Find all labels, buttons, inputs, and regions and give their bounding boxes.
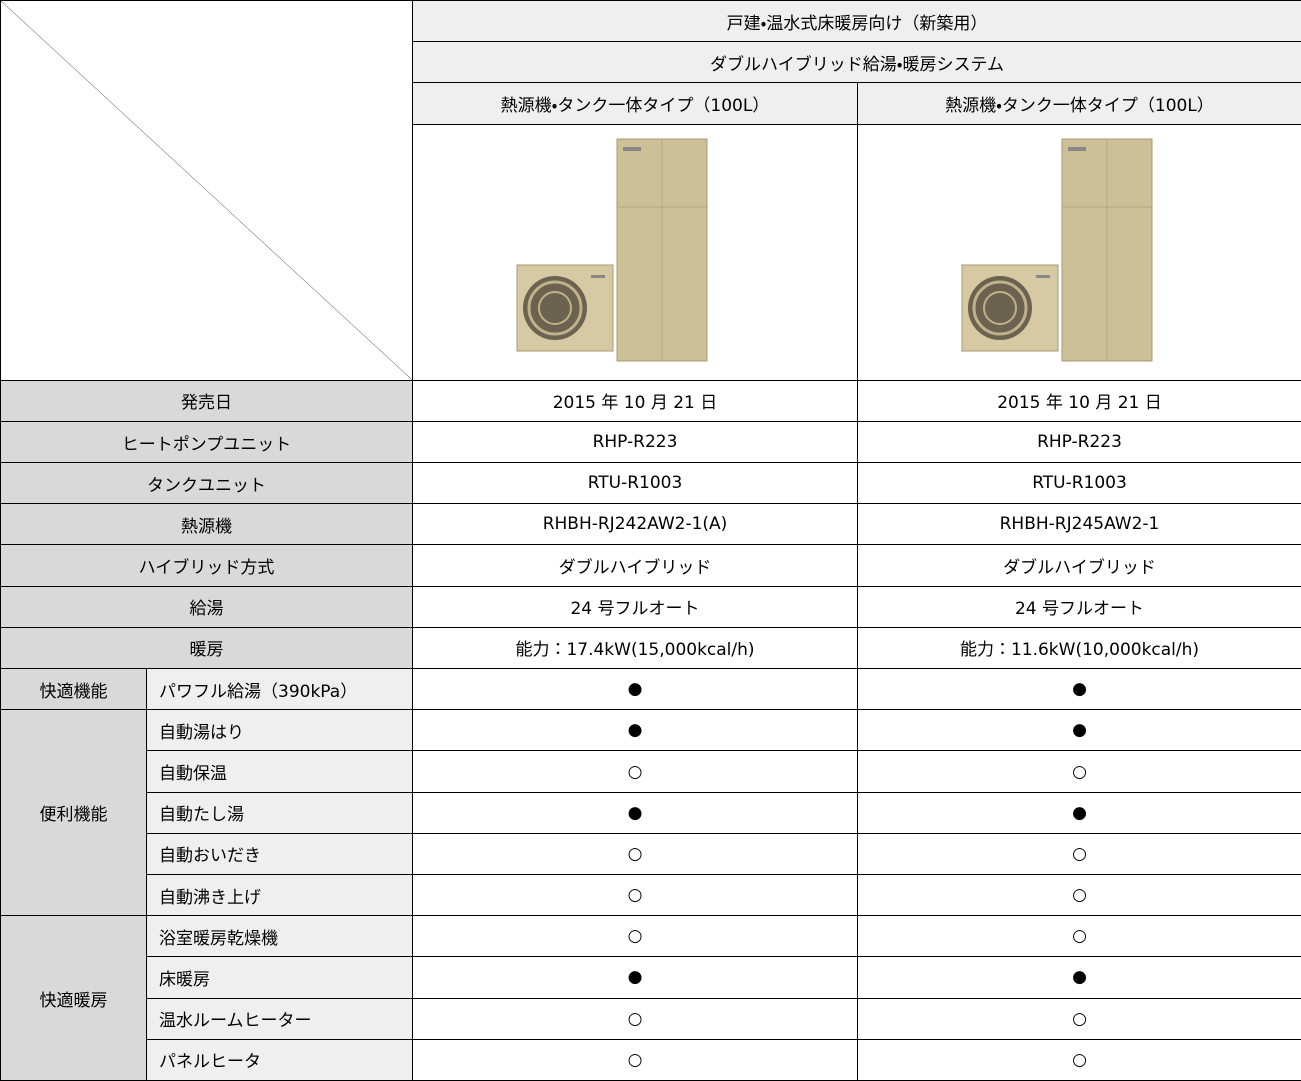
spec-value: RHBH-RJ245AW2-1 bbox=[857, 503, 1301, 546]
feature-label: 自動おいだき bbox=[146, 832, 413, 875]
product-illustration bbox=[516, 138, 708, 362]
feature-row: 自動たし湯 ● ● bbox=[1, 791, 1301, 834]
feature-label: 自動湯はり bbox=[146, 709, 413, 752]
spec-label: ヒートポンプユニット bbox=[0, 420, 413, 464]
model-header: 熱源機・タンク一体タイプ（100L） bbox=[857, 82, 1301, 125]
spec-label: 給湯 bbox=[0, 585, 413, 628]
product-image bbox=[857, 123, 1301, 381]
group-label: 便利機能 bbox=[0, 709, 147, 917]
spec-value: RHBH-RJ242AW2-1(A) bbox=[412, 503, 858, 546]
spec-value: 能力：11.6kW(10,000kcal/h) bbox=[857, 626, 1301, 670]
group-label: 快適暖房 bbox=[0, 915, 147, 1081]
header-row: 熱源機・タンク一体タイプ（100L） 熱源機・タンク一体タイプ（100L） bbox=[1, 82, 1301, 125]
feature-value: ● bbox=[412, 709, 858, 752]
feature-label: 床暖房 bbox=[146, 956, 413, 999]
spec-value: RHP-R223 bbox=[857, 420, 1301, 464]
feature-label: 温水ルームヒーター bbox=[146, 997, 413, 1040]
feature-row: 便利機能 自動湯はり ● ● bbox=[0, 709, 1301, 917]
product-illustration bbox=[961, 138, 1152, 362]
spec-label: 熱源機 bbox=[0, 503, 413, 546]
feature-value: ○ bbox=[857, 750, 1301, 793]
feature-value: ○ bbox=[412, 997, 858, 1040]
feature-label: 自動沸き上げ bbox=[146, 873, 413, 917]
spec-row: 給湯 24 号フルオート 24 号フルオート bbox=[0, 585, 1301, 628]
spec-row: ハイブリッド方式 ダブルハイブリッド ダブルハイブリッド bbox=[0, 544, 1301, 587]
feature-label: パワフル給湯（390kPa） bbox=[146, 668, 413, 711]
feature-value: ○ bbox=[412, 873, 858, 917]
spec-value: RHP-R223 bbox=[412, 420, 858, 464]
product-image bbox=[412, 123, 858, 381]
spec-value: RTU-R1003 bbox=[857, 462, 1301, 505]
feature-value: ○ bbox=[857, 915, 1301, 958]
feature-value: ○ bbox=[412, 832, 858, 875]
spec-value: 能力：17.4kW(15,000kcal/h) bbox=[412, 626, 858, 670]
spec-row: ヒートポンプユニット RHP-R223 RHP-R223 bbox=[0, 420, 1301, 464]
spec-value: 2015 年 10 月 21 日 bbox=[412, 379, 858, 422]
spec-value: RTU-R1003 bbox=[412, 462, 858, 505]
spec-label: ハイブリッド方式 bbox=[0, 544, 413, 587]
header-row: ダブルハイブリッド給湯・暖房システム bbox=[1, 41, 1301, 84]
feature-row: 快適暖房 浴室暖房乾燥機 ○ ○ bbox=[0, 915, 1301, 1081]
feature-value: ○ bbox=[857, 873, 1301, 917]
feature-value: ● bbox=[857, 791, 1301, 834]
spec-label: タンクユニット bbox=[0, 462, 413, 505]
spec-value: 24 号フルオート bbox=[412, 585, 858, 628]
spec-value: 2015 年 10 月 21 日 bbox=[857, 379, 1301, 422]
diagonal bbox=[1, 1, 412, 380]
feature-row: 自動保温 ○ ○ bbox=[1, 750, 1301, 793]
header-row: 戸建・温水式床暖房向け（新築用） bbox=[0, 0, 1301, 381]
image-row bbox=[1, 123, 1301, 381]
feature-label: 自動保温 bbox=[146, 750, 413, 793]
feature-label: パネルヒータ bbox=[146, 1038, 413, 1081]
feature-value: ○ bbox=[857, 1038, 1301, 1081]
feature-row: パネルヒータ ○ ○ bbox=[1, 1038, 1301, 1081]
group-label: 快適機能 bbox=[0, 668, 147, 711]
feature-row: 温水ルームヒーター ○ ○ bbox=[1, 997, 1301, 1040]
spec-value: ダブルハイブリッド bbox=[857, 544, 1301, 587]
system-header: ダブルハイブリッド給湯・暖房システム bbox=[412, 41, 1301, 84]
feature-value: ● bbox=[412, 791, 858, 834]
feature-value: ● bbox=[412, 956, 858, 999]
spec-label: 暖房 bbox=[0, 626, 413, 670]
feature-row: 床暖房 ● ● bbox=[1, 956, 1301, 999]
feature-value: ○ bbox=[857, 997, 1301, 1040]
feature-value: ○ bbox=[412, 750, 858, 793]
feature-label: 自動たし湯 bbox=[146, 791, 413, 834]
spec-row: 発売日 2015 年 10 月 21 日 2015 年 10 月 21 日 bbox=[0, 379, 1301, 422]
feature-value: ● bbox=[412, 668, 858, 711]
spec-value: 24 号フルオート bbox=[857, 585, 1301, 628]
feature-value: ● bbox=[857, 709, 1301, 752]
feature-value: ○ bbox=[412, 1038, 858, 1081]
feature-value: ● bbox=[857, 668, 1301, 711]
category-header: 戸建・温水式床暖房向け（新築用） bbox=[412, 0, 1301, 43]
corner-cell bbox=[0, 0, 413, 381]
feature-value: ○ bbox=[412, 915, 858, 958]
feature-row: 自動沸き上げ ○ ○ bbox=[1, 873, 1301, 917]
spec-label: 発売日 bbox=[0, 379, 413, 422]
feature-row: 快適機能 パワフル給湯（390kPa） ● ● bbox=[0, 668, 1301, 711]
feature-row: 自動おいだき ○ ○ bbox=[1, 832, 1301, 875]
feature-value: ● bbox=[857, 956, 1301, 999]
model-header: 熱源機・タンク一体タイプ（100L） bbox=[412, 82, 858, 125]
spec-row: 熱源機 RHBH-RJ242AW2-1(A) RHBH-RJ245AW2-1 bbox=[0, 503, 1301, 546]
spec-value: ダブルハイブリッド bbox=[412, 544, 858, 587]
spec-row: 暖房 能力：17.4kW(15,000kcal/h) 能力：11.6kW(10,00… bbox=[0, 626, 1301, 670]
spec-row: タンクユニット RTU-R1003 RTU-R1003 bbox=[0, 462, 1301, 505]
feature-value: ○ bbox=[857, 832, 1301, 875]
feature-label: 浴室暖房乾燥機 bbox=[146, 915, 413, 958]
